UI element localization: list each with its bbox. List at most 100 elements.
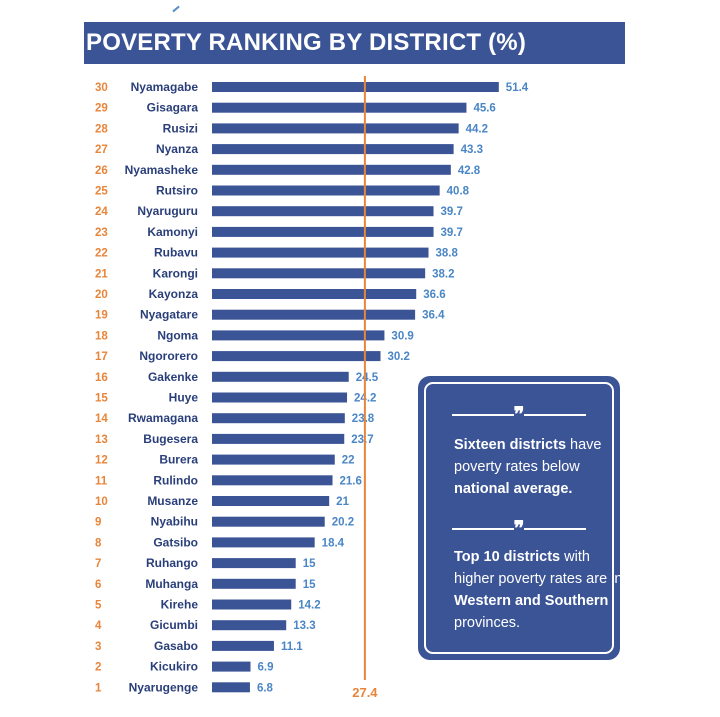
rank-label: 14 bbox=[95, 413, 108, 425]
bar bbox=[212, 537, 315, 548]
category-label: Ngororero bbox=[139, 349, 198, 363]
rank-label: 29 bbox=[95, 103, 108, 115]
bar bbox=[212, 82, 499, 92]
bar bbox=[212, 496, 330, 506]
bar bbox=[212, 330, 385, 341]
value-label: 11.1 bbox=[281, 641, 303, 653]
bar bbox=[212, 682, 250, 693]
category-label: Musanze bbox=[147, 494, 198, 508]
category-label: Kamonyi bbox=[147, 225, 198, 239]
bar bbox=[212, 226, 434, 237]
bar bbox=[212, 206, 434, 217]
bar bbox=[212, 413, 345, 424]
callout-separator-top: ❞ bbox=[452, 402, 586, 428]
category-label: Gasabo bbox=[154, 639, 198, 653]
rank-label: 10 bbox=[95, 496, 108, 508]
rank-label: 15 bbox=[95, 393, 108, 405]
value-label: 24.5 bbox=[356, 372, 379, 384]
category-label: Nyamasheke bbox=[125, 163, 199, 177]
category-label: Nyamagabe bbox=[131, 80, 199, 94]
bar bbox=[212, 620, 287, 631]
value-label: 21.6 bbox=[340, 475, 362, 487]
bar bbox=[212, 371, 349, 382]
category-label: Karongi bbox=[153, 266, 198, 280]
category-label: Nyaruguru bbox=[137, 204, 198, 218]
rank-label: 12 bbox=[95, 455, 108, 467]
value-label: 30.9 bbox=[391, 330, 413, 342]
bar bbox=[212, 144, 454, 155]
rank-label: 8 bbox=[95, 537, 102, 549]
category-label: Ruhango bbox=[146, 556, 198, 570]
bar bbox=[212, 185, 440, 196]
callout-note-1: Sixteen districts have poverty rates bel… bbox=[454, 437, 602, 497]
category-label: Nyagatare bbox=[140, 308, 198, 322]
category-label: Kirehe bbox=[161, 598, 199, 612]
rank-label: 4 bbox=[95, 620, 102, 632]
bar bbox=[212, 351, 381, 362]
rank-label: 26 bbox=[95, 165, 108, 177]
rank-label: 1 bbox=[95, 682, 102, 694]
value-label: 15 bbox=[303, 579, 316, 591]
bar bbox=[212, 392, 348, 403]
rank-label: 19 bbox=[95, 310, 108, 322]
rank-label: 21 bbox=[95, 268, 108, 280]
rank-label: 20 bbox=[95, 289, 108, 301]
value-label: 39.7 bbox=[441, 206, 463, 218]
bar bbox=[212, 123, 459, 134]
bar bbox=[212, 164, 451, 175]
bar bbox=[212, 558, 296, 569]
rank-label: 23 bbox=[95, 227, 108, 239]
category-label: Rusizi bbox=[163, 121, 198, 135]
bar bbox=[212, 454, 335, 465]
bar bbox=[212, 289, 417, 299]
rank-label: 22 bbox=[95, 248, 108, 260]
quote-icon: ❞ bbox=[513, 402, 525, 426]
rank-label: 6 bbox=[95, 579, 101, 591]
title-band bbox=[84, 22, 625, 64]
value-label: 45.6 bbox=[473, 103, 495, 115]
bar bbox=[212, 309, 416, 320]
value-label: 42.8 bbox=[458, 165, 481, 177]
value-label: 18.4 bbox=[322, 537, 345, 549]
bar bbox=[212, 102, 467, 113]
category-label: Ngoma bbox=[157, 328, 198, 342]
category-label: Muhanga bbox=[145, 577, 198, 591]
category-label: Gisagara bbox=[147, 101, 199, 115]
value-label: 23.7 bbox=[351, 434, 373, 446]
rank-label: 18 bbox=[95, 330, 108, 342]
value-label: 38.8 bbox=[436, 248, 459, 260]
bar bbox=[212, 268, 426, 279]
bar bbox=[212, 516, 325, 527]
rank-label: 16 bbox=[95, 372, 108, 384]
bar bbox=[212, 433, 345, 444]
value-label: 6.8 bbox=[257, 682, 274, 694]
category-label: Kicukiro bbox=[150, 660, 198, 674]
bar bbox=[212, 578, 296, 589]
value-label: 36.4 bbox=[422, 310, 445, 322]
rank-label: 2 bbox=[95, 662, 101, 674]
category-label: Nyabihu bbox=[151, 515, 198, 529]
value-label: 40.8 bbox=[447, 186, 470, 198]
callout-separator-middle: ❞ bbox=[452, 516, 586, 542]
value-label: 23.8 bbox=[352, 413, 375, 425]
value-label: 14.2 bbox=[298, 600, 320, 612]
rank-label: 9 bbox=[95, 517, 101, 529]
value-label: 38.2 bbox=[432, 268, 454, 280]
quote-icon: ❞ bbox=[513, 516, 525, 540]
value-label: 44.2 bbox=[466, 123, 488, 135]
value-label: 43.3 bbox=[461, 144, 483, 156]
value-label: 30.2 bbox=[388, 351, 410, 363]
rank-label: 25 bbox=[95, 186, 108, 198]
value-label: 51.4 bbox=[506, 82, 529, 94]
rank-label: 30 bbox=[95, 82, 108, 94]
rank-label: 11 bbox=[95, 475, 108, 487]
chart-title: POVERTY RANKING BY DISTRICT (%) bbox=[86, 29, 527, 56]
bar bbox=[212, 599, 292, 610]
value-label: 13.3 bbox=[293, 620, 315, 632]
value-label: 20.2 bbox=[332, 517, 354, 529]
category-label: Rwamagana bbox=[128, 411, 198, 425]
bar-rows: 30 Nyamagabe 51.4 29 Gisagara 45.6 2 8 Rusizi 44.… bbox=[95, 80, 529, 694]
rank-label: 7 bbox=[95, 558, 101, 570]
callout-box: ❞ Sixteen districts have poverty rates b… bbox=[418, 376, 622, 660]
